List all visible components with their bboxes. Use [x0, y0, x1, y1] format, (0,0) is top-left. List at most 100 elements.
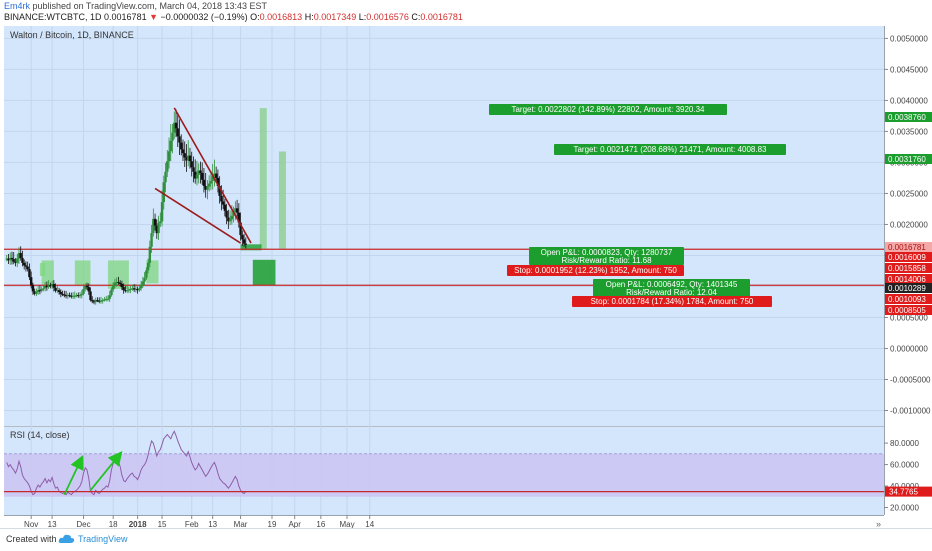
candle-body	[61, 293, 64, 295]
candle-body	[77, 295, 80, 297]
candle-body	[103, 299, 106, 301]
candle-body	[80, 293, 83, 296]
publish-info: published on TradingView.com, March 04, …	[32, 1, 268, 11]
candle-body	[117, 282, 120, 284]
highlight-zone	[146, 260, 159, 284]
wedge-lower-trendline	[154, 187, 242, 244]
open-pnl-label-2-text: Risk/Reward Ratio: 12.04	[626, 288, 717, 297]
price-change: −0.0000032 (−0.19%)	[160, 12, 248, 22]
candle-body	[206, 186, 209, 190]
candle-body	[241, 234, 244, 240]
candle-body	[110, 289, 113, 296]
time-tick-label: Feb	[185, 520, 199, 528]
price-tick-label: 0.0000000	[890, 344, 928, 353]
rsi-up-arrow-2	[89, 451, 123, 491]
candle-body	[122, 287, 125, 291]
candle-body	[213, 173, 216, 177]
candle-body	[9, 257, 12, 261]
wedge-upper-trendline	[173, 107, 252, 244]
candle-body	[43, 285, 47, 289]
high-key: H:	[304, 12, 314, 22]
close-value: 0.0016781	[420, 12, 463, 22]
candle-body	[24, 265, 28, 267]
candle-body	[180, 142, 183, 150]
candle-body	[185, 157, 188, 161]
candle-body	[40, 288, 43, 291]
candle-body	[108, 295, 111, 299]
target-label-2-text: Target: 0.0021471 (208.68%) 21471, Amoun…	[573, 145, 767, 154]
price-label-box	[885, 305, 932, 315]
open-pnl-label-2-box	[593, 279, 750, 297]
chart-canvas[interactable]: 0.0050000 0.0045000 0.0040000 0.0035000 0.00…	[0, 24, 932, 528]
candle-body	[22, 262, 26, 266]
candle-body	[92, 301, 96, 303]
low-value: 0.0016576	[366, 12, 409, 22]
time-tick-label: 19	[268, 520, 277, 528]
candle-body	[176, 128, 179, 137]
candle-body	[230, 215, 234, 220]
candle-body	[84, 285, 87, 289]
price-tick-label: 0.0020000	[890, 220, 928, 229]
time-tick-label: Apr	[288, 520, 301, 528]
candle-body	[146, 262, 150, 271]
candle-body	[56, 290, 59, 292]
candle-body	[12, 259, 15, 262]
tradingview-brand[interactable]: TradingView	[78, 534, 128, 544]
candle-body	[125, 290, 129, 292]
candle-body	[106, 298, 110, 300]
rsi-value-label: 34.7765	[889, 488, 918, 497]
candle-body	[68, 295, 71, 297]
candle-body	[131, 288, 134, 290]
candle-body	[66, 295, 70, 297]
down-triangle-icon: ▼	[149, 12, 159, 22]
candle-body	[50, 283, 54, 286]
price-pane	[4, 26, 884, 426]
candle-body	[183, 153, 186, 158]
candle-body	[14, 261, 17, 263]
candle-body	[143, 277, 146, 282]
price-tick-label: 0.0040000	[890, 96, 928, 105]
candle-body	[166, 161, 169, 172]
candle-body	[57, 290, 61, 293]
candle-body	[31, 285, 35, 292]
candle-body	[150, 233, 153, 247]
price-label-box	[885, 283, 932, 293]
price-label-box	[885, 263, 932, 273]
candle-body	[17, 252, 21, 259]
rsi-title: RSI (14, close)	[10, 430, 70, 440]
candle-body	[42, 288, 45, 290]
stop-label-2-text: Stop: 0.0001784 (17.34%) 1784, Amount: 7…	[591, 297, 754, 306]
candle-body	[5, 258, 8, 260]
price-label-box	[885, 154, 932, 164]
candle-body	[19, 252, 22, 258]
open-value: 0.0016813	[259, 12, 303, 22]
time-tick-label: 15	[158, 520, 167, 528]
candle-body	[220, 195, 223, 202]
time-tick-label: Mar	[234, 520, 248, 528]
candle-body	[167, 151, 171, 162]
close-key: C:	[411, 12, 421, 22]
candle-body	[194, 171, 197, 179]
candle-body	[75, 295, 78, 297]
stop-label-2-box	[572, 296, 772, 307]
candle-body	[160, 202, 164, 222]
candle-body	[221, 201, 225, 205]
candle-body	[38, 290, 42, 292]
candle-body	[124, 290, 127, 292]
candle-body	[242, 239, 246, 244]
candle-body	[47, 285, 50, 288]
price-label-box	[885, 242, 932, 252]
price-label-text: 0.0008505	[888, 306, 926, 315]
candle-body	[78, 295, 82, 297]
author-link[interactable]: Em4rk	[4, 1, 31, 11]
open-pnl-label-1-box	[529, 247, 684, 265]
candle-body	[89, 291, 92, 301]
time-tick-label: 13	[48, 520, 57, 528]
candle-body	[98, 300, 101, 302]
candle-body	[129, 288, 132, 290]
candle-body	[181, 149, 185, 154]
time-tick-label: 18	[109, 520, 118, 528]
rsi-tick-label: 40.0000	[890, 482, 919, 491]
candle-body	[204, 186, 207, 190]
candle-body	[111, 285, 115, 290]
